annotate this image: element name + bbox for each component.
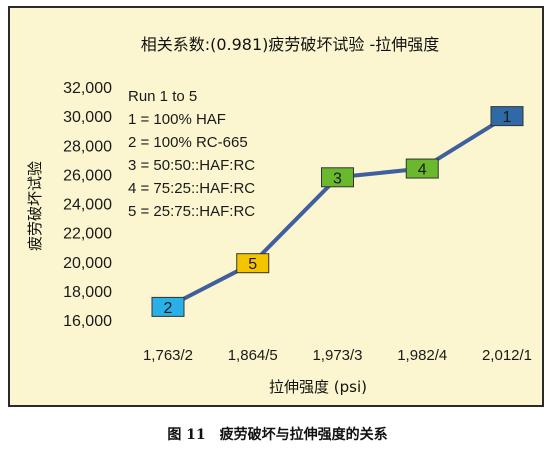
y-axis-label: 疲劳破坏试验 (26, 161, 44, 251)
legend-entry: 3 = 50:50::HAF:RC (128, 157, 255, 174)
data-point-label: 5 (248, 256, 257, 273)
x-tick-label: 1,973/3 (312, 347, 362, 364)
y-tick-label: 18,000 (63, 284, 112, 301)
y-tick-label: 22,000 (63, 226, 112, 243)
y-tick-label: 24,000 (63, 197, 112, 214)
x-tick-label: 2,012/1 (482, 347, 532, 364)
data-point-label: 1 (503, 109, 512, 126)
data-point-marker (151, 296, 185, 317)
chart-frame (8, 6, 544, 407)
y-tick-label: 20,000 (63, 255, 112, 272)
y-tick-label: 30,000 (63, 109, 112, 126)
legend-entry: 4 = 75:25::HAF:RC (128, 180, 255, 197)
legend-title: Run 1 to 5 (128, 88, 197, 105)
x-tick-label: 1,982/4 (397, 347, 447, 364)
legend-entry: 2 = 100% RC-665 (128, 134, 248, 151)
y-tick-label: 26,000 (63, 167, 112, 184)
x-tick-label: 1,763/2 (143, 347, 193, 364)
data-point-label: 4 (418, 162, 427, 179)
data-point-marker (405, 158, 439, 179)
legend-entry: 1 = 100% HAF (128, 111, 226, 128)
data-point-label: 3 (333, 170, 342, 187)
data-point-marker (321, 167, 354, 188)
x-axis-label: 拉伸强度 (psi) (269, 378, 367, 396)
data-point-marker (236, 253, 270, 274)
chart-title: 相关系数:(0.981)疲劳破坏试验 -拉伸强度 (141, 35, 440, 54)
x-tick-label: 1,864/5 (228, 347, 278, 364)
y-tick-label: 32,000 (63, 80, 112, 97)
legend-entry: 5 = 25:75::HAF:RC (128, 203, 255, 220)
figure-caption: 图 11 疲劳破坏与拉伸强度的关系 (167, 427, 388, 443)
y-tick-label: 16,000 (63, 313, 112, 330)
y-tick-label: 28,000 (63, 138, 112, 155)
data-point-marker (490, 106, 524, 127)
data-point-label: 2 (164, 300, 173, 317)
